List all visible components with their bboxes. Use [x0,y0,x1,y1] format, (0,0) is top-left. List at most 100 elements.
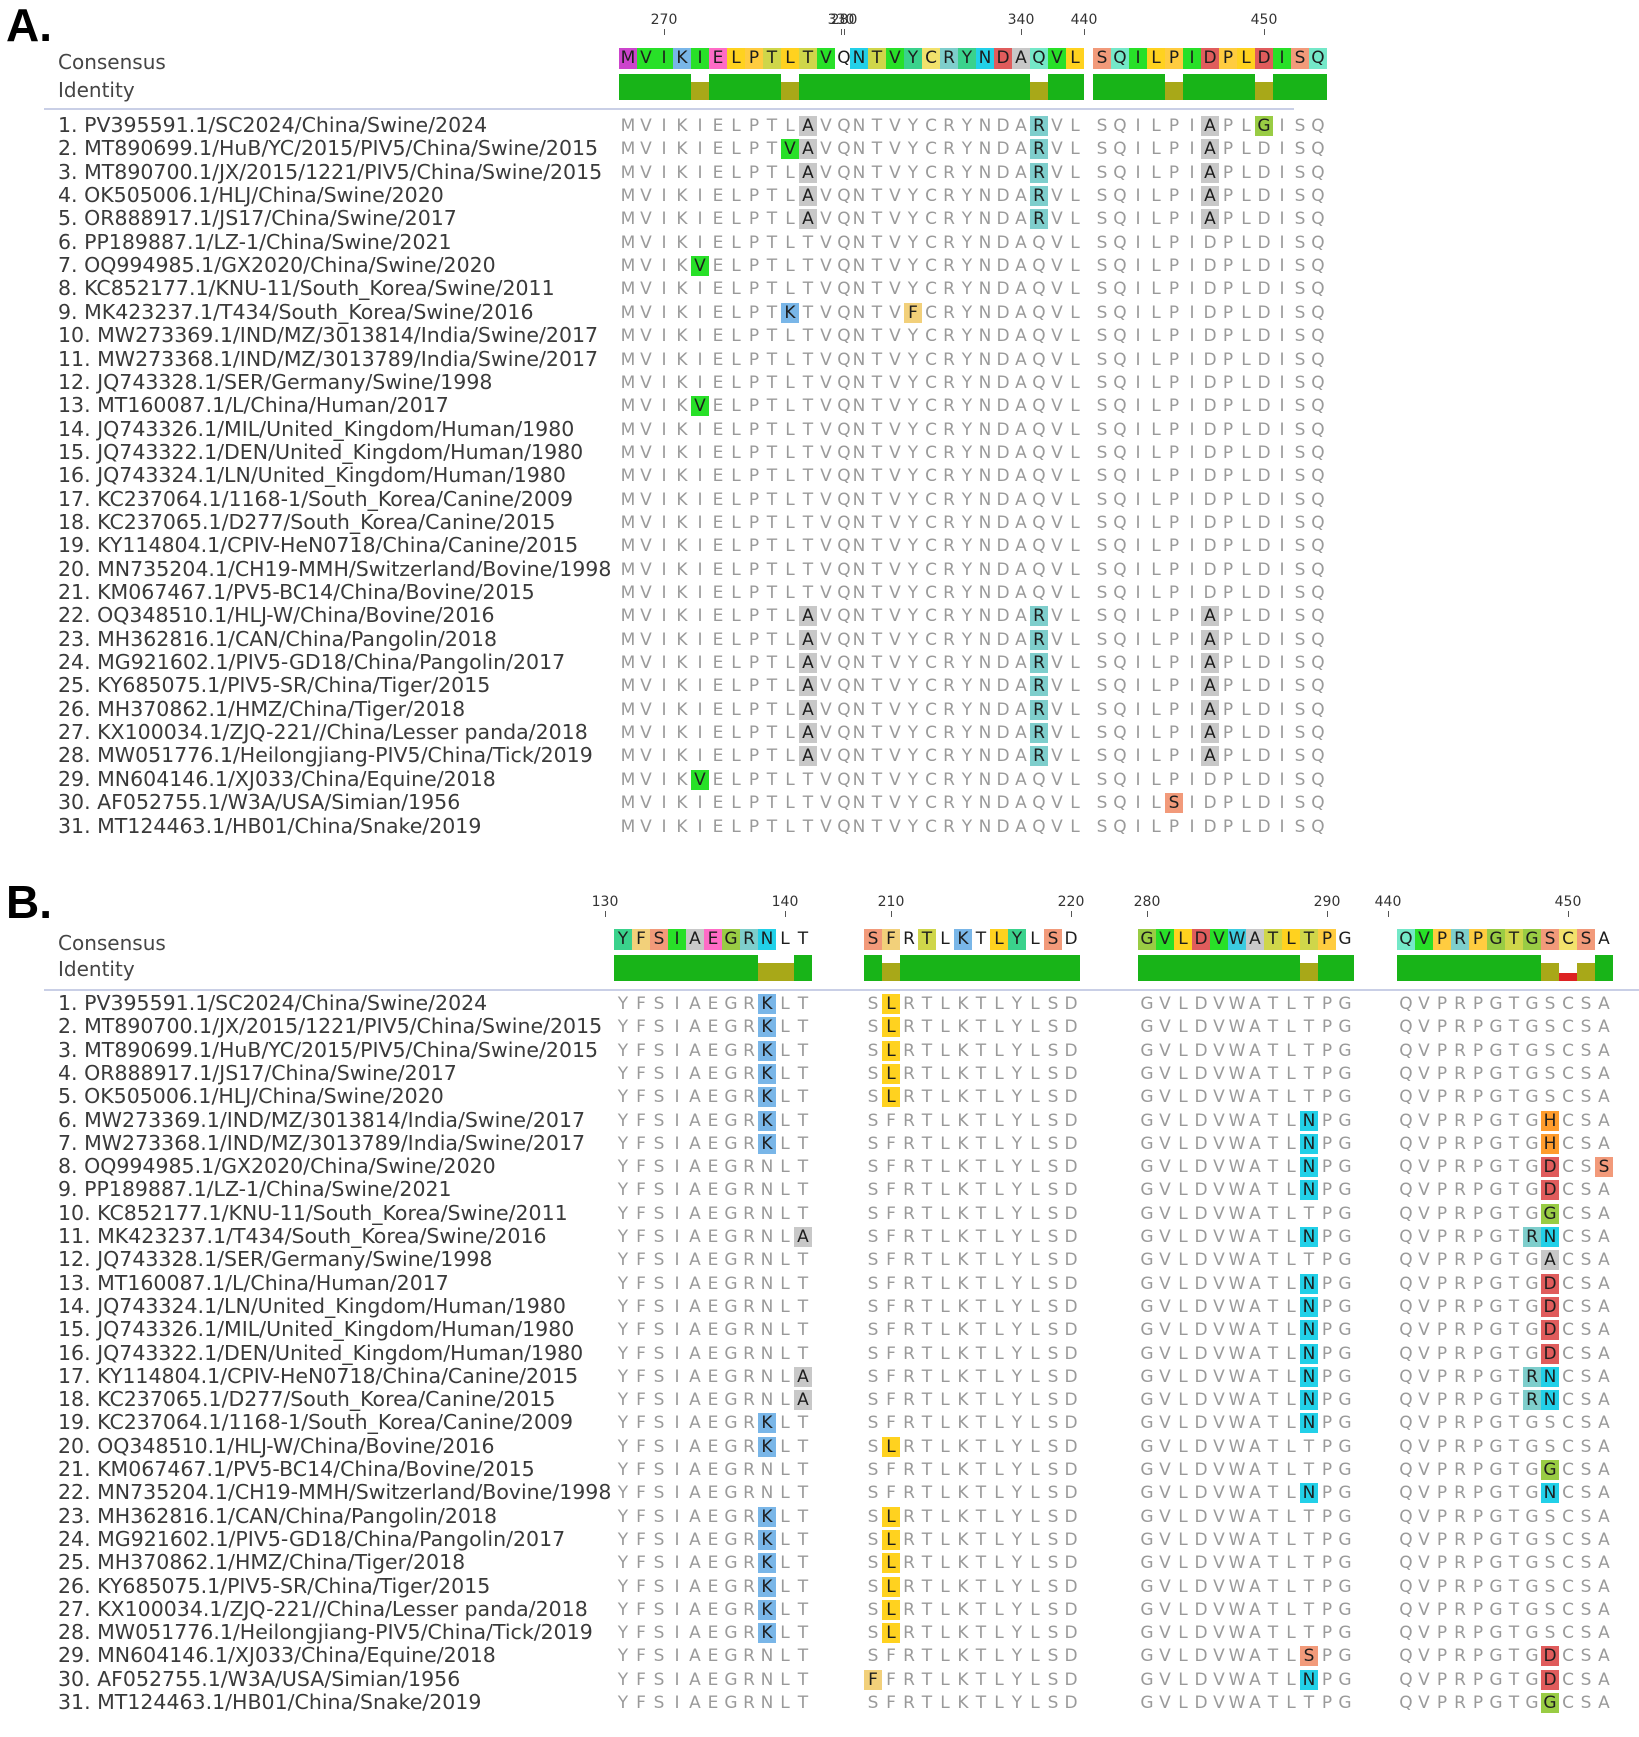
residue: S [653,1017,665,1038]
residue: F [886,1250,896,1271]
residue: R [743,1366,755,1387]
residue: R [943,162,955,183]
residue: P [1472,1553,1484,1574]
residue: P [1321,1250,1333,1271]
residue: I [1135,489,1141,510]
residue: R [1454,1506,1466,1527]
identity-bar [990,955,1008,981]
residue: S [1096,209,1108,230]
residue: I [1279,116,1285,136]
residue: Q [1113,793,1127,814]
residue: T [975,1599,987,1620]
residue: Y [617,1343,629,1364]
residue: L [1241,162,1251,183]
residue: V [1051,559,1063,580]
residue: S [1047,1529,1059,1550]
residue: Y [617,1390,629,1411]
residue: T [921,1366,933,1387]
residue: G [1140,1180,1154,1201]
residue: D [1194,1646,1208,1667]
residue: L [1178,1623,1188,1644]
residue: G [1525,1576,1539,1597]
residue: T [797,1693,809,1713]
residue-mismatch: G [1541,1203,1559,1224]
consensus-residue: E [704,929,722,950]
residue: Q [1113,326,1127,347]
residue: V [1418,1460,1430,1480]
residue: P [1321,1017,1333,1038]
residue: V [640,629,652,650]
residue: D [1203,372,1217,393]
residue: L [785,816,795,837]
residue: D [1064,1506,1078,1527]
residue: P [1168,559,1180,580]
identity-bar [794,955,812,981]
residue: R [1454,994,1466,1014]
residue: L [994,1273,1004,1294]
residue: Y [617,1110,629,1131]
residue: S [1294,419,1306,440]
residue: W [1228,1250,1246,1271]
residue: M [620,209,636,230]
residue: D [1064,1250,1078,1271]
residue: K [676,676,688,697]
residue-mismatch: G [1541,1693,1559,1713]
residue: R [743,1413,755,1434]
residue: P [1436,1506,1448,1527]
consensus-residue: T [975,929,987,949]
residue: C [925,653,937,674]
residue: A [1598,1320,1610,1341]
residue: T [975,994,987,1014]
residue: C [1562,1063,1574,1084]
residue: W [1228,1296,1246,1317]
residue: M [620,606,636,627]
identity-bar [1044,955,1062,981]
consensus-residue: W [1228,929,1246,950]
residue: L [1241,279,1251,300]
residue: L [1178,1460,1188,1480]
residue: P [1222,116,1234,136]
residue: Y [1011,1693,1023,1713]
residue: M [620,256,636,277]
residue: D [996,816,1010,837]
residue: N [760,1273,774,1294]
residue: Q [1311,793,1325,814]
consensus-residue: S [1044,929,1062,950]
consensus-label: Consensus [58,931,166,955]
residue: I [697,442,703,463]
residue: L [994,1669,1004,1690]
residue: I [661,326,667,347]
residue: V [1159,1483,1171,1504]
residue: T [1303,1693,1315,1713]
residue: D [996,489,1010,510]
residue: Y [617,1460,629,1480]
residue: D [1064,1063,1078,1084]
residue: L [1070,816,1080,837]
residue: V [1051,512,1063,533]
residue: T [1267,1040,1279,1061]
residue: A [1015,396,1027,417]
residue: A [689,1669,701,1690]
residue-mismatch: R [1030,629,1048,650]
residue: I [697,559,703,580]
residue: L [1178,1063,1188,1084]
residue: S [653,1366,665,1387]
residue: S [1047,1110,1059,1131]
residue: A [1598,1646,1610,1667]
residue: T [921,1460,933,1480]
residue: K [957,1460,969,1480]
residue: P [1222,302,1234,323]
residue: S [1544,1436,1556,1457]
identity-bar [1066,74,1084,100]
residue-mismatch: L [882,1553,900,1574]
identity-bar [1255,82,1273,100]
residue: Q [837,302,851,323]
residue-mismatch: A [799,209,817,230]
residue: G [1338,1576,1352,1597]
residue: K [957,1203,969,1224]
residue: Y [1011,994,1023,1014]
identity-bar [727,74,745,100]
residue: R [1454,1576,1466,1597]
residue: P [1222,442,1234,463]
residue: Q [837,723,851,744]
